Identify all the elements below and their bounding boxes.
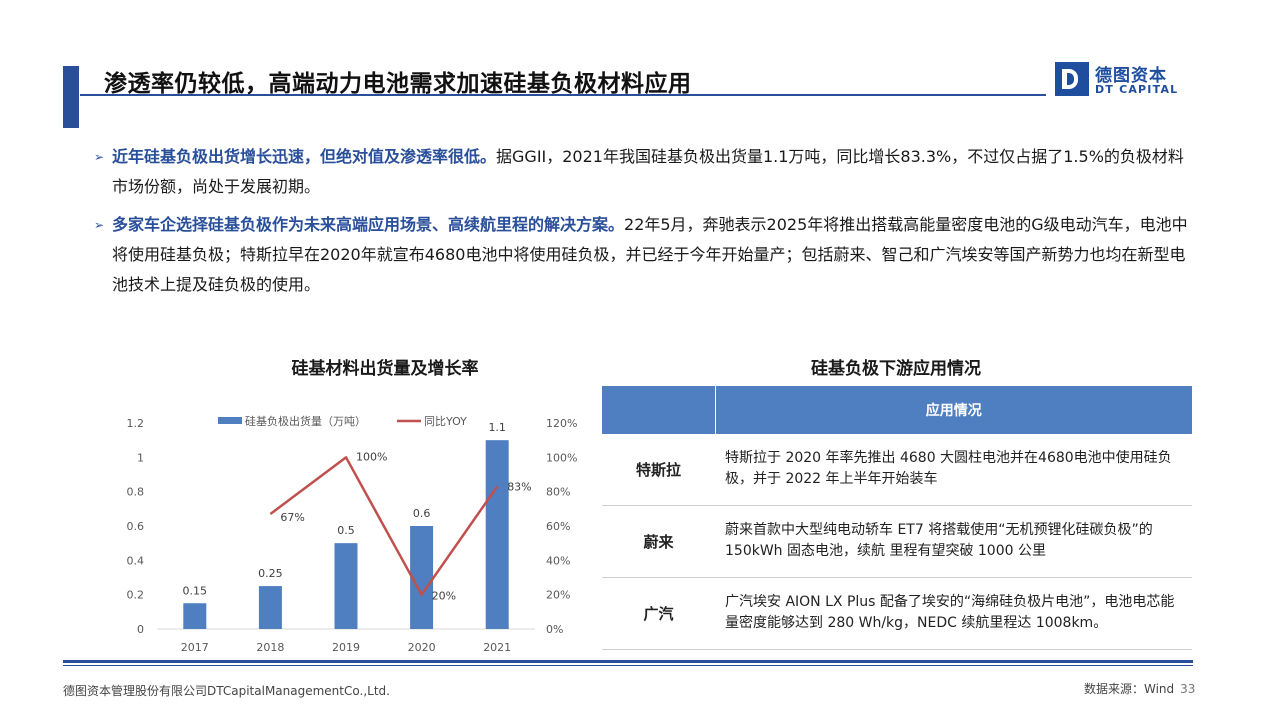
left-axis-tick-label: 0.2 xyxy=(127,589,145,602)
application-table: 应用情况 特斯拉 特斯拉于 2020 年率先推出 4680 大圆柱电池并在468… xyxy=(602,386,1192,650)
table-header-cell xyxy=(602,386,715,434)
footer-rule-thin xyxy=(63,665,1193,666)
page-title: 渗透率仍较低，高端动力电池需求加速硅基负极材料应用 xyxy=(104,71,692,97)
arrow-bullet-icon: ➢ xyxy=(94,218,105,232)
table-cell-company: 特斯拉 xyxy=(602,434,715,506)
line-data-label: 67% xyxy=(280,511,304,524)
bar-data-label: 0.25 xyxy=(258,567,283,580)
bar-2017 xyxy=(183,603,207,629)
left-axis-tick-label: 0 xyxy=(137,623,144,636)
table-cell-description: 蔚来首款中大型纯电动轿车 ET7 将搭载使用“无机预锂化硅碳负极”的 150kW… xyxy=(715,505,1192,578)
bar-2019 xyxy=(334,543,358,629)
bar-2021 xyxy=(485,440,509,629)
title-underline xyxy=(80,94,1046,96)
table-row: 蔚来 蔚来首款中大型纯电动轿车 ET7 将搭载使用“无机预锂化硅碳负极”的 15… xyxy=(602,505,1192,578)
left-axis-tick-label: 1.2 xyxy=(127,417,145,430)
page-number: 33 xyxy=(1180,682,1196,696)
x-axis-tick-label: 2020 xyxy=(408,641,436,654)
right-axis-tick-label: 80% xyxy=(546,486,570,499)
table-cell-company: 广汽 xyxy=(602,577,715,650)
table-header-cell: 应用情况 xyxy=(714,386,1192,434)
table-cell-company: 蔚来 xyxy=(602,505,715,578)
legend-bar-label: 硅基负极出货量（万吨） xyxy=(245,414,366,428)
left-axis-tick-label: 0.6 xyxy=(127,520,145,533)
table-cell-description: 特斯拉于 2020 年率先推出 4680 大圆柱电池并在4680电池中使用硅负极… xyxy=(715,434,1192,506)
table-cell-description: 广汽埃安 AION LX Plus 配备了埃安的“海绵硅负极片电池”，电池电芯能… xyxy=(715,577,1192,650)
left-axis-tick-label: 0.8 xyxy=(127,486,145,499)
line-data-label: 100% xyxy=(356,450,387,463)
footer-source: 数据来源：Wind 33 xyxy=(1084,680,1195,697)
title-accent-bar xyxy=(63,66,79,128)
logo-chinese-name: 德图资本 xyxy=(1095,66,1167,86)
chart-title: 硅基材料出货量及增长率 xyxy=(291,359,479,379)
right-axis-tick-label: 120% xyxy=(546,417,577,430)
arrow-bullet-icon: ➢ xyxy=(94,150,105,164)
bar-data-label: 1.1 xyxy=(488,421,506,434)
right-axis-tick-label: 0% xyxy=(546,623,563,636)
x-axis-tick-label: 2019 xyxy=(332,641,360,654)
right-axis-tick-label: 60% xyxy=(546,520,570,533)
legend-line-label: 同比YOY xyxy=(424,415,467,428)
bullet-text: 22年5月，奔驰表示2025年将推出搭载高能量密度电池的G级电动汽车，电池中将使… xyxy=(112,215,1188,294)
left-axis-tick-label: 0.4 xyxy=(127,554,145,567)
x-axis-tick-label: 2021 xyxy=(483,641,511,654)
table-row: 特斯拉 特斯拉于 2020 年率先推出 4680 大圆柱电池并在4680电池中使… xyxy=(602,434,1192,506)
left-axis-tick-label: 1 xyxy=(137,451,144,464)
bar-2018 xyxy=(258,586,282,629)
bullet-text: 据GGII，2021年我国硅基负极出货量1.1万吨，同比增长83.3%，不过仅占… xyxy=(112,147,1184,196)
table-row: 广汽 广汽埃安 AION LX Plus 配备了埃安的“海绵硅负极片电池”，电池… xyxy=(602,577,1192,650)
bullet-item: ➢ 多家车企选择硅基负极作为未来高端应用场景、高续航里程的解决方案。22年5月，… xyxy=(94,210,1194,300)
bullet-lead: 近年硅基负极出货增长迅速，但绝对值及渗透率很低。 xyxy=(112,147,497,166)
data-source: 数据来源：Wind xyxy=(1084,682,1175,696)
table-header-row: 应用情况 xyxy=(602,386,1192,434)
right-axis-tick-label: 20% xyxy=(546,589,570,602)
right-axis-tick-label: 100% xyxy=(546,451,577,464)
x-axis-tick-label: 2017 xyxy=(181,641,209,654)
footer-company: 德图资本管理股份有限公司DTCapitalManagementCo.,Ltd. xyxy=(63,684,390,698)
logo-d-icon xyxy=(1055,62,1089,96)
line-data-label: 83% xyxy=(507,481,531,494)
bar-2020 xyxy=(410,526,434,629)
bar-data-label: 0.15 xyxy=(183,584,208,597)
x-axis-tick-label: 2018 xyxy=(256,641,284,654)
bar-data-label: 0.5 xyxy=(337,524,355,537)
yoy-line xyxy=(269,456,499,596)
legend-bar-swatch xyxy=(218,417,242,424)
shipment-growth-chart: 0 0.2 0.4 0.6 0.8 1 1.2 0% 20% 40% 60% 80% 100% 120% 0… xyxy=(127,414,578,654)
table-title: 硅基负极下游应用情况 xyxy=(811,359,981,379)
bullet-item: ➢ 近年硅基负极出货增长迅速，但绝对值及渗透率很低。据GGII，2021年我国硅… xyxy=(94,142,1194,202)
logo-english-name: DT CAPITAL xyxy=(1095,83,1179,96)
bullet-lead: 多家车企选择硅基负极作为未来高端应用场景、高续航里程的解决方案。 xyxy=(112,215,625,234)
right-axis-tick-label: 40% xyxy=(546,554,570,567)
bar-data-label: 0.6 xyxy=(413,507,431,520)
dt-capital-logo: 德图资本 DT CAPITAL xyxy=(1055,60,1180,100)
footer-rule xyxy=(63,660,1193,663)
line-data-label: 20% xyxy=(432,590,456,603)
bullet-list: ➢ 近年硅基负极出货增长迅速，但绝对值及渗透率很低。据GGII，2021年我国硅… xyxy=(94,142,1194,308)
